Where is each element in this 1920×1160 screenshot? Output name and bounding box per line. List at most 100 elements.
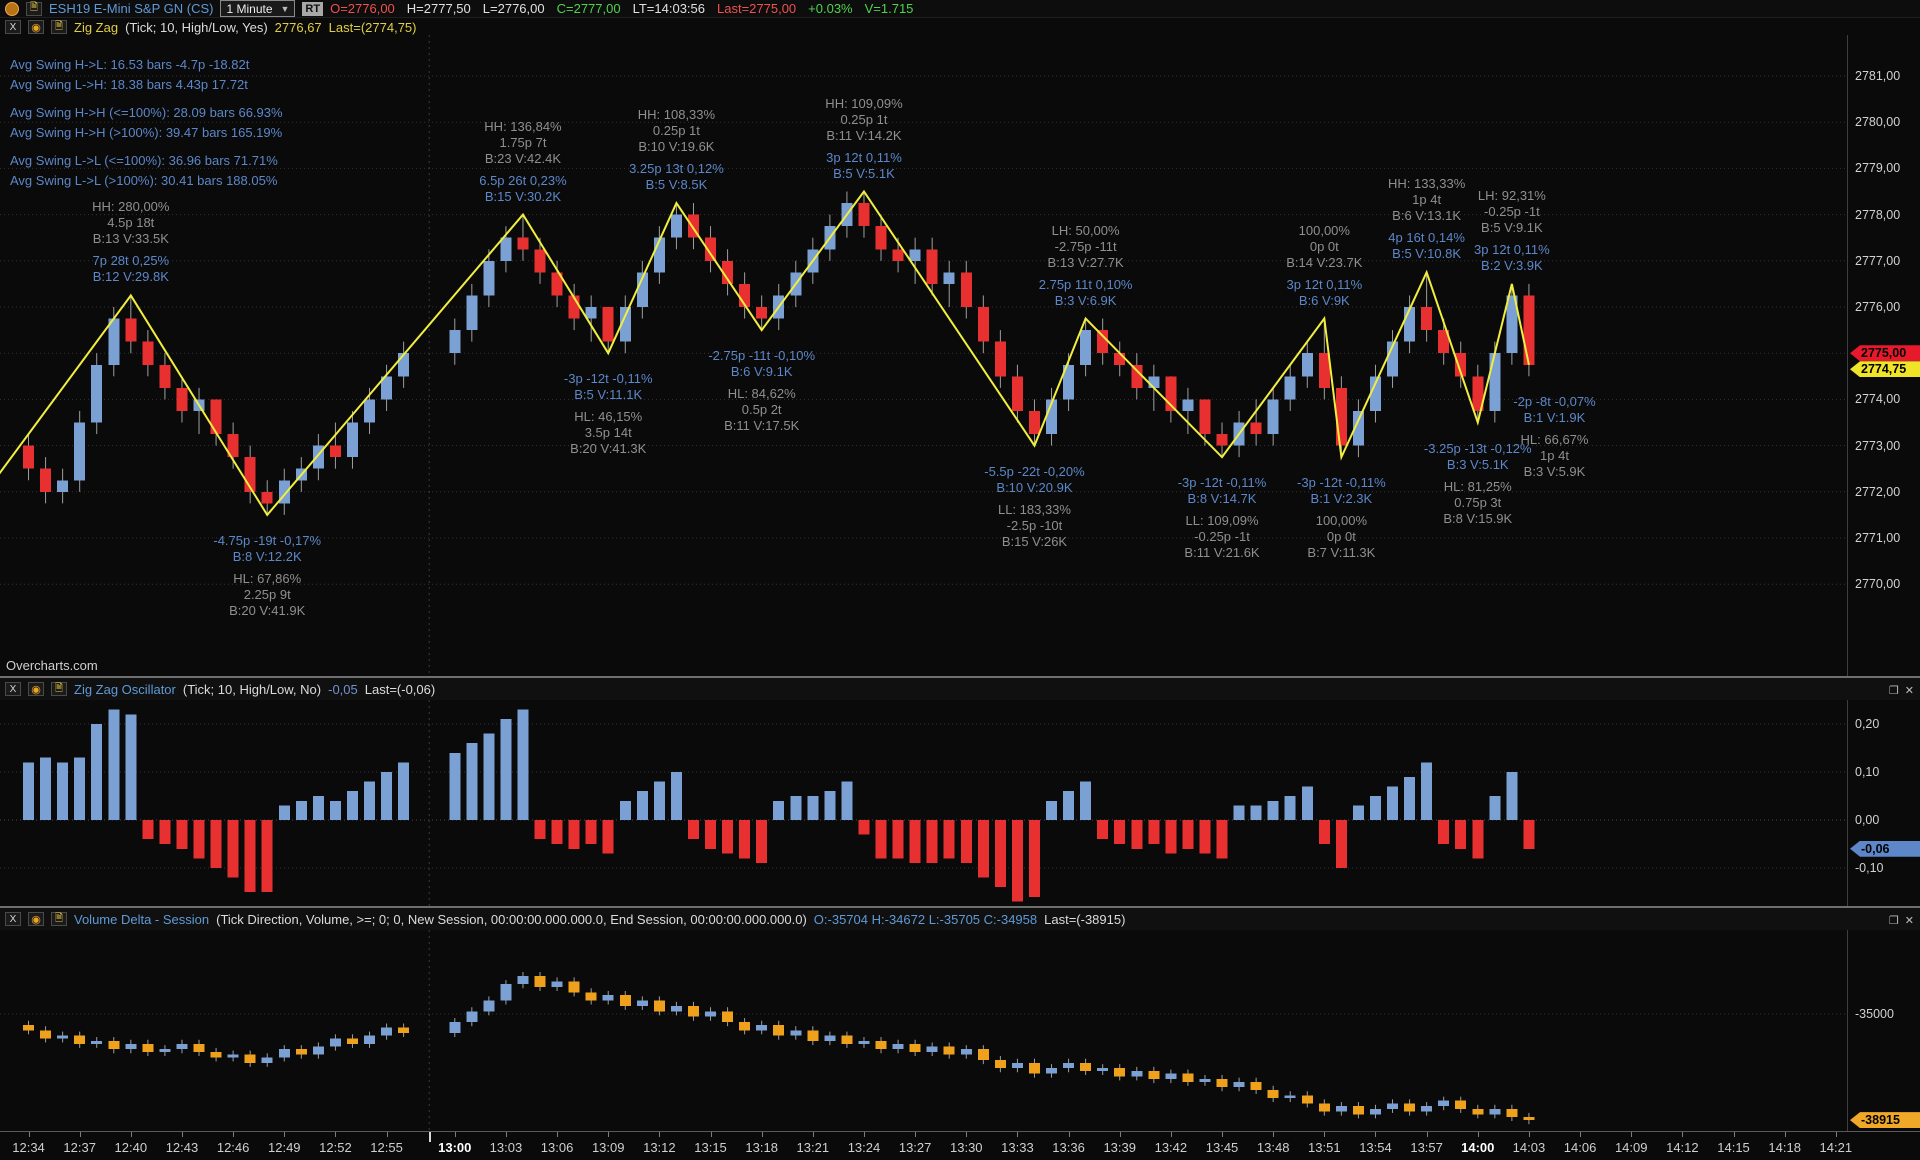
time-tick	[1426, 1132, 1428, 1137]
time-axis-label: 14:18	[1768, 1140, 1801, 1155]
time-axis-label: 13:54	[1359, 1140, 1392, 1155]
time-tick	[28, 1132, 30, 1137]
time-axis-label: 13:03	[489, 1140, 523, 1155]
chart-header-bar: 🗎 ESH19 E-Mini S&P GN (CS) 1 Minute ▼ RT …	[0, 0, 1920, 18]
time-tick	[1222, 1132, 1224, 1137]
time-tick	[1784, 1132, 1786, 1137]
maximize-icon[interactable]: ❐	[1888, 685, 1899, 697]
chart-link-icon[interactable]	[5, 1, 19, 16]
time-axis-label: 14:09	[1614, 1140, 1648, 1155]
time-axis-label: 13:57	[1410, 1140, 1443, 1155]
time-tick	[1835, 1132, 1837, 1137]
time-tick	[1119, 1132, 1121, 1137]
time-axis-label: 14:00	[1461, 1140, 1495, 1155]
maximize-icon[interactable]: ❐	[1888, 915, 1899, 927]
oscillator-pane[interactable]: 0,20 0,10 0,00 -0,10 -0,06	[0, 700, 1920, 906]
time-tick	[966, 1132, 968, 1137]
timeframe-dropdown[interactable]: 1 Minute ▼	[220, 0, 296, 17]
time-axis-label: 13:36	[1052, 1140, 1085, 1155]
header-field: H=2777,50	[406, 1, 471, 16]
close-icon[interactable]: X	[5, 20, 21, 34]
price-axis-label: 2773,00	[1855, 438, 1901, 453]
price-axis-label: 2770,00	[1855, 577, 1901, 592]
time-tick	[454, 1132, 456, 1137]
volume-axis-label: -35000	[1855, 1007, 1894, 1021]
time-axis-label: 14:12	[1666, 1140, 1699, 1155]
time-tick	[505, 1132, 507, 1137]
time-axis-label: 14:06	[1563, 1140, 1597, 1155]
volume-delta-name[interactable]: Volume Delta - Session	[74, 911, 210, 927]
indicator-doc-icon[interactable]: 🗎	[51, 912, 67, 926]
indicator-name[interactable]: Zig Zag	[74, 19, 119, 35]
volume-delta-pane[interactable]: -35000 -38915	[0, 930, 1920, 1131]
visibility-eye-icon[interactable]: ◉	[28, 682, 44, 696]
time-tick	[1477, 1132, 1479, 1137]
header-field: O=2776,00	[330, 1, 395, 16]
time-axis-label: 13:48	[1256, 1140, 1290, 1155]
price-pane[interactable]: Avg Swing H->L: 16.53 bars -4.7p -18.82t…	[0, 35, 1920, 676]
time-tick	[1017, 1132, 1019, 1137]
document-icon[interactable]: 🗎	[26, 1, 42, 16]
header-field: +0.03%	[808, 1, 853, 16]
time-axis-label: 13:00	[438, 1140, 472, 1155]
time-tick	[1324, 1132, 1326, 1137]
time-tick	[1273, 1132, 1275, 1137]
time-axis-label: 14:03	[1512, 1140, 1546, 1155]
price-axis-label: 2777,00	[1855, 253, 1901, 268]
header-field: LT=14:03:56	[632, 1, 705, 16]
visibility-eye-icon[interactable]: ◉	[28, 912, 44, 926]
time-tick	[1528, 1132, 1530, 1137]
visibility-eye-icon[interactable]: ◉	[28, 20, 44, 34]
oscillator-last-badge: -0,06	[1850, 840, 1920, 857]
indicator-doc-icon[interactable]: 🗎	[51, 682, 67, 696]
avg-swing-stat-line: Avg Swing L->L (<=100%): 36.96 bars 71.7…	[10, 153, 278, 168]
time-tick	[1068, 1132, 1070, 1137]
time-tick	[863, 1132, 865, 1137]
volume-last-badge: -38915	[1850, 1112, 1920, 1129]
time-axis-label: 13:21	[796, 1140, 830, 1155]
volume-delta-params: (Tick Direction, Volume, >=; 0; 0, New S…	[216, 911, 807, 927]
pane-window-controls: ❐ ✕	[1883, 912, 1914, 927]
time-tick	[79, 1132, 81, 1137]
price-axis-label: 2780,00	[1855, 115, 1901, 130]
time-tick	[1733, 1132, 1735, 1137]
indicator-doc-icon[interactable]: 🗎	[51, 20, 67, 34]
time-tick	[1682, 1132, 1684, 1137]
time-tick	[1631, 1132, 1633, 1137]
time-axis-label: 13:51	[1308, 1140, 1341, 1155]
oscillator-axis[interactable]: 0,20 0,10 0,00 -0,10 -0,06	[1847, 700, 1920, 906]
oscillator-histogram	[0, 700, 1847, 906]
avg-swing-stat-line: Avg Swing L->L (>100%): 30.41 bars 188.0…	[10, 173, 278, 188]
volume-delta-chart	[0, 930, 1847, 1131]
time-axis-label: 13:24	[847, 1140, 881, 1155]
time-tick	[130, 1132, 132, 1137]
oscillator-axis-label: 0,10	[1855, 765, 1880, 779]
time-axis-label: 13:30	[949, 1140, 983, 1155]
close-icon[interactable]: X	[5, 912, 21, 926]
time-tick	[608, 1132, 610, 1137]
avg-swing-stat-line: Avg Swing L->H: 18.38 bars 4.43p 17.72t	[10, 77, 248, 92]
time-tick	[812, 1132, 814, 1137]
volume-delta-header: X ◉ 🗎 Volume Delta - Session (Tick Direc…	[0, 906, 1920, 930]
time-axis[interactable]: 12:34 12:37 12:40 12:43 12:46 12:49 12:52 12:55…	[0, 1131, 1920, 1160]
oscillator-value: -0,05	[328, 681, 358, 697]
oscillator-params: (Tick; 10, High/Low, No)	[182, 681, 322, 697]
price-axis-label: 2771,00	[1855, 531, 1901, 545]
instrument-label: ESH19 E-Mini S&P GN (CS)	[49, 1, 214, 16]
close-pane-icon[interactable]: ✕	[1904, 915, 1914, 927]
volume-delta-last: Last=(-38915)	[1044, 911, 1126, 927]
oscillator-name[interactable]: Zig Zag Oscillator	[74, 681, 176, 697]
price-axis[interactable]: 2781,00 2780,00 2779,00 2778,00 2777,00 2776,…	[1847, 35, 1920, 676]
zigzag-price-badge: 2774,75	[1850, 361, 1920, 378]
time-axis-label: 13:45	[1205, 1140, 1239, 1155]
avg-swing-stat-line: Avg Swing H->L: 16.53 bars -4.7p -18.82t	[10, 57, 250, 72]
volume-delta-axis[interactable]: -35000 -38915	[1847, 930, 1920, 1131]
close-pane-icon[interactable]: ✕	[1904, 685, 1914, 697]
ohlc-readout: O=2776,00 H=2777,50 L=2776,00 C=2777,00 LT=1…	[330, 1, 913, 16]
time-axis-label: 12:40	[114, 1140, 148, 1155]
time-axis-label: 12:55	[370, 1140, 403, 1155]
realtime-badge[interactable]: RT	[302, 1, 324, 16]
close-icon[interactable]: X	[5, 682, 21, 696]
last-price-badge: 2775,00	[1850, 345, 1920, 362]
price-axis-label: 2781,00	[1855, 69, 1901, 83]
